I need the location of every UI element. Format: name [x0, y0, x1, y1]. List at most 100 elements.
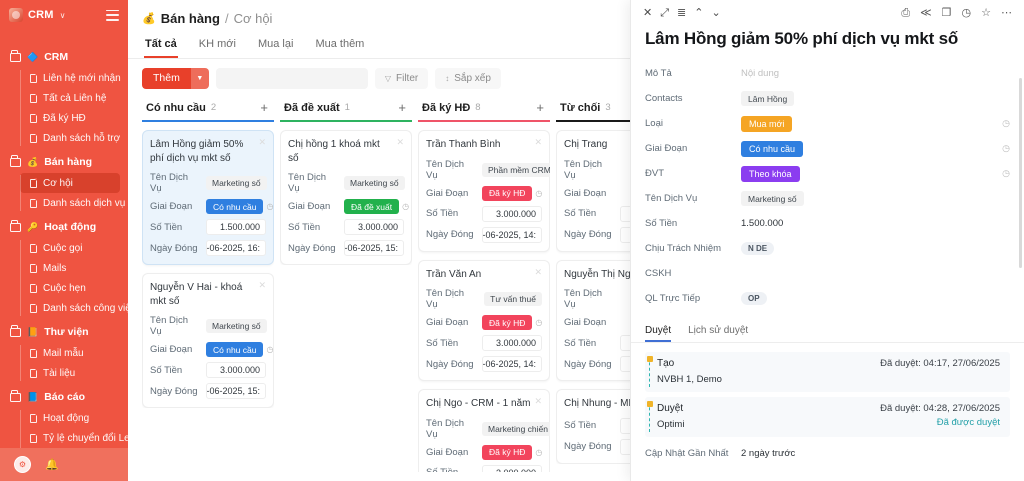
chevron-down-icon[interactable]: ∨ [59, 10, 66, 20]
status-badge[interactable]: Đã ký HĐ [482, 185, 533, 201]
tab-tất-cả[interactable]: Tất cả [144, 34, 178, 58]
sidebar-item-cơ-hội[interactable]: Cơ hội [20, 173, 120, 193]
close-date-value[interactable]: 26-06-2025, 14: [482, 226, 542, 243]
kanban-card[interactable]: Chị Ngo - CRM - 1 năm ✕ Tên Dịch Vụ Marketi… [418, 389, 550, 472]
tab-mua-thêm[interactable]: Mua thêm [315, 38, 365, 50]
sidebar-item-mails[interactable]: Mails [20, 258, 120, 278]
history-clock-icon[interactable]: ◷ [1002, 143, 1010, 153]
add-card-button[interactable]: + [260, 100, 268, 115]
service-chip[interactable]: Phần mềm CRM [482, 162, 550, 177]
close-icon[interactable]: ✕ [258, 280, 266, 290]
clock-icon[interactable]: ◷ [402, 202, 410, 211]
star-icon[interactable]: ☆ [981, 7, 991, 19]
value-chip[interactable]: Lâm Hồng [741, 91, 795, 106]
sidebar-item-danh-sách-dịch-vụ[interactable]: Danh sách dịch vụ [20, 193, 125, 213]
clock-icon[interactable]: ◷ [266, 202, 274, 211]
status-badge[interactable]: Có nhu cầu [206, 342, 264, 357]
add-card-button[interactable]: + [536, 100, 544, 115]
clock-icon[interactable]: ◷ [961, 7, 972, 19]
status-badge[interactable]: Có nhu cầu [741, 140, 804, 157]
sidebar-item-tài-liệu[interactable]: Tài liệu [20, 363, 120, 383]
amount-value[interactable]: 3.000.000 [482, 335, 542, 351]
amount-value[interactable]: 1.500.000 [206, 219, 266, 235]
chevron-down-icon[interactable]: ⌄ [711, 7, 721, 19]
close-date-value[interactable]: 26-06-2025, 14: [482, 356, 542, 372]
sidebar-item-đã-ký-hđ[interactable]: Đã ký HĐ [20, 108, 120, 128]
close-icon[interactable]: ✕ [534, 396, 542, 406]
chevron-up-icon[interactable]: ⌃ [694, 7, 704, 19]
hamburger-icon[interactable] [106, 9, 119, 21]
close-date-value[interactable]: 30-06-2025, 16: [206, 240, 266, 256]
clock-icon[interactable]: ◷ [535, 447, 543, 457]
clock-icon[interactable]: ◷ [535, 188, 543, 198]
close-icon[interactable]: ✕ [396, 137, 404, 147]
close-icon[interactable]: ✕ [643, 7, 653, 19]
kanban-card[interactable]: Nguyễn V Hai - khoá mkt số ✕ Tên Dịch Vụ Ma… [142, 273, 274, 408]
history-clock-icon[interactable]: ◷ [1002, 118, 1010, 128]
print-icon[interactable]: ⎙ [901, 7, 911, 19]
add-button[interactable]: Thêm ▼ [142, 68, 209, 89]
sidebar-group-1[interactable]: 💰 Bán hàng [0, 151, 128, 173]
sidebar-group-2[interactable]: 🔑 Hoạt động [0, 216, 128, 238]
kanban-card[interactable]: Trần Văn An ✕ Tên Dịch Vụ Tư vấn thuế Giai Đ… [418, 259, 550, 381]
add-dropdown-caret-icon[interactable]: ▼ [190, 68, 209, 89]
service-chip[interactable]: Marketing số [206, 319, 267, 333]
layers-icon[interactable]: ≣ [677, 7, 687, 19]
close-date-value[interactable]: 30-06-2025, 15: [344, 240, 404, 256]
breadcrumb-parent[interactable]: Bán hàng [160, 11, 220, 26]
clock-icon[interactable]: ◷ [535, 318, 543, 327]
status-badge[interactable]: Có nhu cầu [206, 199, 264, 214]
status-badge[interactable]: Mua mới [741, 115, 793, 132]
sidebar-item-cuộc-gọi[interactable]: Cuộc gọi [20, 238, 120, 258]
kanban-card[interactable]: Chị hồng 1 khoá mkt số ✕ Tên Dịch Vụ Market… [280, 130, 412, 265]
tab-mua-lại[interactable]: Mua lại [257, 38, 294, 50]
service-chip[interactable]: Marketing số [206, 176, 267, 190]
kanban-card[interactable]: Trần Thanh Bình ✕ Tên Dịch Vụ Phần mềm CRM G… [418, 130, 550, 252]
bell-icon[interactable]: 🔔 [45, 459, 59, 471]
filter-button[interactable]: ▽ Filter [374, 68, 429, 89]
field-placeholder[interactable]: Nội dung [741, 68, 780, 79]
sidebar-item-liên-hệ-mới-nhận[interactable]: Liên hệ mới nhận [20, 68, 121, 88]
history-clock-icon[interactable]: ◷ [1002, 168, 1010, 178]
avatar[interactable]: ⚙ [14, 456, 31, 473]
avatar[interactable]: OP [741, 292, 767, 305]
close-icon[interactable]: ✕ [534, 137, 542, 147]
sidebar-group-3[interactable]: 📙 Thư viện [0, 321, 128, 343]
sidebar-group-4[interactable]: 📘 Báo cáo [0, 386, 128, 408]
panel-tab-duyệt[interactable]: Duyệt [645, 325, 671, 342]
sidebar-group-0[interactable]: 🔷 CRM [0, 46, 128, 68]
sidebar-item-tất-cả-liên-hệ[interactable]: Tất cả Liên hệ [20, 88, 120, 108]
status-badge[interactable]: Theo khóa [741, 165, 800, 182]
add-card-button[interactable]: + [398, 100, 406, 115]
sort-button[interactable]: ↕ Sắp xếp [435, 68, 501, 89]
avatar[interactable]: N DE [741, 242, 775, 255]
service-chip[interactable]: Marketing số [344, 176, 405, 190]
field-value[interactable]: 1.500.000 [741, 218, 784, 229]
close-icon[interactable]: ✕ [258, 137, 266, 147]
tab-kh-mới[interactable]: KH mới [198, 38, 236, 50]
service-chip[interactable]: Marketing chiến lược [482, 421, 550, 436]
amount-value[interactable]: 3.000.000 [482, 205, 542, 222]
share-icon[interactable]: ≪ [920, 7, 932, 19]
panel-tab-lịch-sử-duyệt[interactable]: Lịch sử duyệt [688, 325, 749, 336]
sidebar-item-mail-mẫu[interactable]: Mail mẫu [20, 343, 120, 363]
clock-icon[interactable]: ◷ [266, 345, 274, 354]
service-chip[interactable]: Tư vấn thuế [484, 292, 542, 306]
status-badge[interactable]: Đã ký HĐ [482, 315, 533, 330]
sidebar-item-hoạt-động[interactable]: Hoạt động [20, 408, 120, 428]
sidebar-item-tỷ-lệ-chuyển-đổi-lead[interactable]: Tỷ lệ chuyển đổi Lead [20, 428, 128, 448]
search-input[interactable] [215, 68, 368, 89]
sidebar-item-danh-sách-công-việc[interactable]: Danh sách công việc [20, 298, 128, 318]
amount-value[interactable]: 3.000.000 [482, 464, 542, 472]
amount-value[interactable]: 3.000.000 [206, 362, 266, 378]
amount-value[interactable]: 3.000.000 [344, 219, 404, 235]
comment-icon[interactable]: ❐ [941, 7, 952, 19]
more-icon[interactable]: ⋯ [1001, 7, 1012, 19]
status-badge[interactable]: Đã đề xuất [344, 199, 400, 214]
sidebar-item-cuộc-hẹn[interactable]: Cuộc hẹn [20, 278, 120, 298]
sidebar-item-danh-sách-hỗ-trợ[interactable]: Danh sách hỗ trợ [20, 128, 120, 148]
close-date-value[interactable]: 30-06-2025, 15: [206, 383, 266, 399]
panel-scrollbar[interactable] [1019, 78, 1022, 268]
expand-icon[interactable]: ⤢ [660, 7, 670, 19]
value-chip[interactable]: Marketing số [741, 191, 804, 206]
